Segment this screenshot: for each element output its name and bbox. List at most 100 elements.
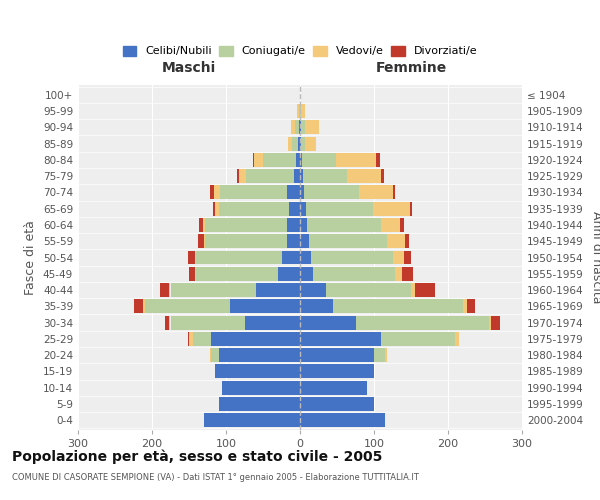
Bar xyxy=(359,186,392,200)
Bar xyxy=(189,332,193,346)
Bar xyxy=(382,332,455,346)
Bar xyxy=(145,300,230,313)
Bar xyxy=(246,169,294,183)
Bar xyxy=(298,136,300,150)
Bar xyxy=(335,153,376,167)
Bar xyxy=(287,218,300,232)
Bar xyxy=(309,234,386,248)
Bar xyxy=(300,397,374,411)
Bar xyxy=(299,104,300,118)
Bar xyxy=(211,348,218,362)
Bar xyxy=(294,169,300,183)
Bar xyxy=(195,267,196,280)
Bar xyxy=(220,186,287,200)
Bar xyxy=(288,136,292,150)
Bar xyxy=(467,300,475,313)
Bar xyxy=(380,169,385,183)
Bar xyxy=(311,250,392,264)
Bar xyxy=(205,234,287,248)
Bar xyxy=(300,300,334,313)
Bar xyxy=(278,267,300,280)
Bar xyxy=(218,397,300,411)
Bar xyxy=(196,250,281,264)
Bar xyxy=(199,218,203,232)
Bar xyxy=(300,332,382,346)
Bar xyxy=(415,283,436,297)
Bar xyxy=(455,332,459,346)
Bar xyxy=(463,300,467,313)
Bar xyxy=(402,267,413,280)
Bar xyxy=(392,186,395,200)
Bar xyxy=(287,186,300,200)
Bar xyxy=(198,234,204,248)
Bar xyxy=(292,136,298,150)
Bar xyxy=(376,153,380,167)
Bar xyxy=(143,300,145,313)
Bar xyxy=(300,120,301,134)
Bar xyxy=(253,153,254,167)
Bar xyxy=(300,283,326,297)
Bar xyxy=(188,250,195,264)
Bar xyxy=(303,169,347,183)
Bar xyxy=(203,218,205,232)
Bar xyxy=(300,186,304,200)
Bar xyxy=(355,316,489,330)
Bar xyxy=(297,104,299,118)
Bar xyxy=(218,202,289,215)
Legend: Celibi/Nubili, Coniugati/e, Vedovi/e, Divorziati/e: Celibi/Nubili, Coniugati/e, Vedovi/e, Di… xyxy=(119,42,481,59)
Bar xyxy=(300,381,367,394)
Bar xyxy=(295,120,299,134)
Bar xyxy=(374,348,385,362)
Bar xyxy=(289,202,300,215)
Bar xyxy=(204,234,205,248)
Bar xyxy=(386,234,405,248)
Bar xyxy=(326,283,411,297)
Bar xyxy=(300,136,301,150)
Bar xyxy=(301,120,305,134)
Bar xyxy=(166,316,169,330)
Bar xyxy=(410,202,412,215)
Bar xyxy=(134,300,143,313)
Bar xyxy=(296,153,300,167)
Text: Popolazione per età, sesso e stato civile - 2005: Popolazione per età, sesso e stato civil… xyxy=(12,450,382,464)
Bar xyxy=(373,202,410,215)
Bar xyxy=(215,202,218,215)
Bar xyxy=(195,250,196,264)
Bar xyxy=(245,316,300,330)
Bar xyxy=(301,104,305,118)
Bar xyxy=(196,267,278,280)
Bar xyxy=(300,218,307,232)
Bar xyxy=(160,283,169,297)
Bar xyxy=(205,218,287,232)
Y-axis label: Anni di nascita: Anni di nascita xyxy=(590,211,600,304)
Bar xyxy=(188,332,189,346)
Bar xyxy=(291,120,295,134)
Bar xyxy=(300,267,313,280)
Bar xyxy=(222,381,300,394)
Bar xyxy=(347,169,380,183)
Bar xyxy=(263,153,296,167)
Bar xyxy=(230,300,300,313)
Bar xyxy=(169,283,170,297)
Bar xyxy=(305,120,319,134)
Bar xyxy=(212,202,215,215)
Bar xyxy=(405,234,409,248)
Bar xyxy=(400,218,404,232)
Bar xyxy=(334,300,463,313)
Bar xyxy=(300,414,385,427)
Bar xyxy=(211,186,214,200)
Bar xyxy=(300,104,301,118)
Text: Maschi: Maschi xyxy=(162,61,216,75)
Bar xyxy=(189,267,195,280)
Bar xyxy=(204,414,300,427)
Bar xyxy=(210,348,211,362)
Bar xyxy=(300,316,355,330)
Bar xyxy=(385,348,386,362)
Text: COMUNE DI CASORATE SEMPIONE (VA) - Dati ISTAT 1° gennaio 2005 - Elaborazione TUT: COMUNE DI CASORATE SEMPIONE (VA) - Dati … xyxy=(12,472,419,482)
Bar xyxy=(170,316,245,330)
Bar xyxy=(281,250,300,264)
Bar xyxy=(300,169,303,183)
Bar xyxy=(300,153,302,167)
Bar xyxy=(254,153,263,167)
Bar xyxy=(404,250,411,264)
